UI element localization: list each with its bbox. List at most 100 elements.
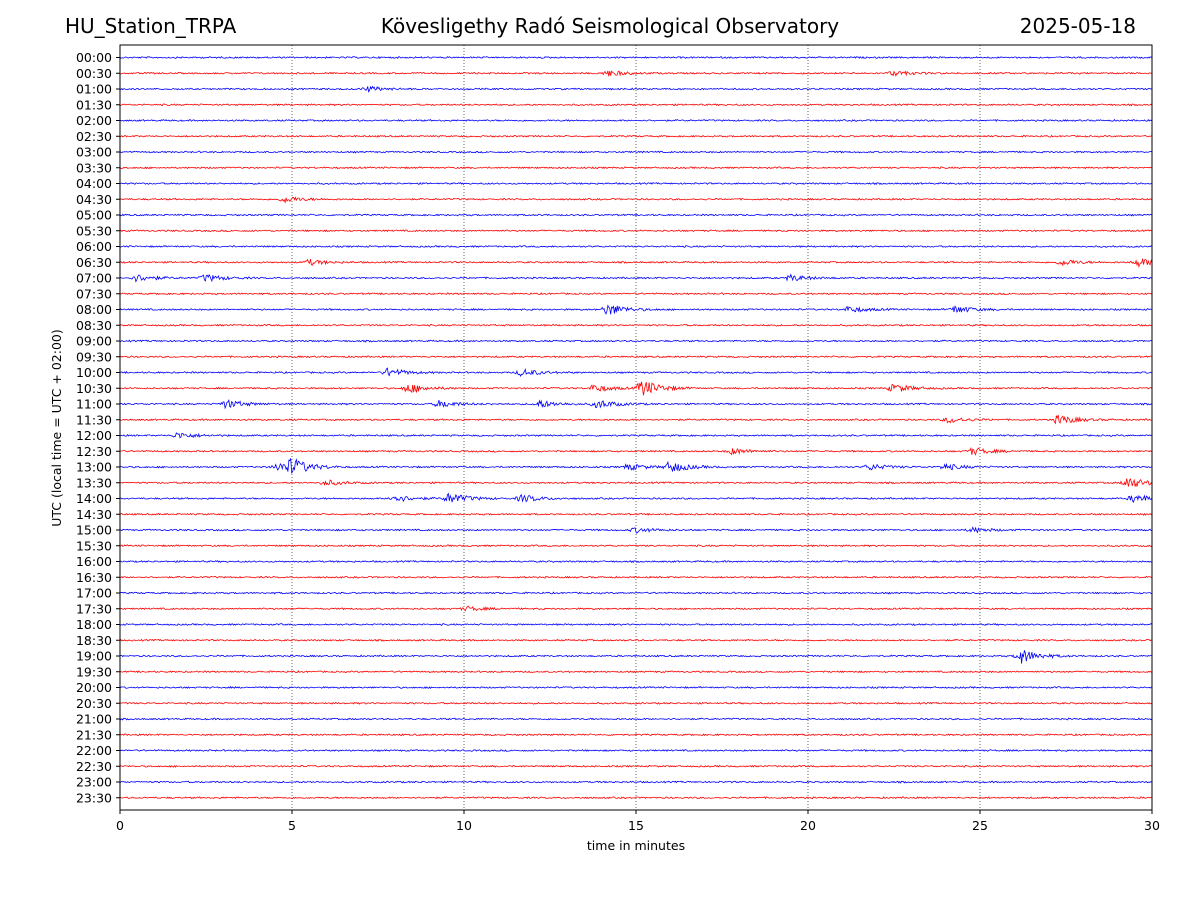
trace-0700 xyxy=(119,273,1153,283)
y-tick-label-0230: 02:30 xyxy=(76,129,112,144)
trace-2000 xyxy=(119,685,1153,689)
y-tick-label-1930: 19:30 xyxy=(76,664,112,679)
y-tick-label-0900: 09:00 xyxy=(76,334,112,349)
y-tick-label-1330: 13:30 xyxy=(76,475,112,490)
station-name: HU_Station_TRPA xyxy=(65,14,237,38)
trace-0000 xyxy=(119,55,1153,60)
trace-1000 xyxy=(119,367,1153,377)
chart-title: Kövesligethy Radó Seismological Observat… xyxy=(380,14,840,38)
y-tick-label-0330: 03:30 xyxy=(76,160,112,175)
trace-1500 xyxy=(119,526,1153,534)
y-axis-ticks: 00:0000:3001:0001:3002:0002:3003:0003:30… xyxy=(76,50,120,805)
y-tick-label-0100: 01:00 xyxy=(76,82,112,97)
trace-2330 xyxy=(119,796,1153,800)
trace-1400 xyxy=(119,492,1153,504)
y-tick-label-1100: 11:00 xyxy=(76,397,112,412)
x-tick-label-30: 30 xyxy=(1144,818,1160,833)
y-axis-label: UTC (local time = UTC + 02:00) xyxy=(49,329,64,527)
trace-1630 xyxy=(119,575,1153,579)
trace-1830 xyxy=(119,638,1153,642)
y-tick-label-1130: 11:30 xyxy=(76,412,112,427)
y-tick-label-1030: 10:30 xyxy=(76,381,112,396)
trace-1600 xyxy=(119,560,1153,564)
trace-1930 xyxy=(119,670,1153,674)
y-tick-label-0500: 05:00 xyxy=(76,208,112,223)
y-tick-label-1900: 19:00 xyxy=(76,649,112,664)
trace-0830 xyxy=(119,323,1153,327)
y-tick-label-2300: 23:00 xyxy=(76,775,112,790)
y-tick-label-1000: 10:00 xyxy=(76,365,112,380)
trace-2030 xyxy=(119,701,1153,705)
y-tick-label-0530: 05:30 xyxy=(76,223,112,238)
y-tick-label-0700: 07:00 xyxy=(76,271,112,286)
trace-1300 xyxy=(119,458,1153,474)
trace-1030 xyxy=(119,381,1153,396)
trace-0600 xyxy=(119,245,1153,249)
y-tick-label-1530: 15:30 xyxy=(76,538,112,553)
y-tick-label-1600: 16:00 xyxy=(76,554,112,569)
y-tick-label-2200: 22:00 xyxy=(76,743,112,758)
trace-2130 xyxy=(119,733,1153,737)
seismogram-traces xyxy=(119,55,1153,800)
y-tick-label-1630: 16:30 xyxy=(76,570,112,585)
y-tick-label-2330: 23:30 xyxy=(76,790,112,805)
trace-0230 xyxy=(119,134,1153,138)
trace-0800 xyxy=(119,304,1153,315)
x-tick-label-25: 25 xyxy=(972,818,988,833)
trace-1200 xyxy=(119,432,1153,439)
y-tick-label-1430: 14:30 xyxy=(76,507,112,522)
x-tick-label-5: 5 xyxy=(288,818,296,833)
y-tick-label-0830: 08:30 xyxy=(76,318,112,333)
trace-0200 xyxy=(119,118,1153,122)
trace-1800 xyxy=(119,623,1153,627)
trace-2200 xyxy=(119,748,1153,752)
trace-0130 xyxy=(119,103,1153,107)
y-tick-label-2230: 22:30 xyxy=(76,759,112,774)
trace-0930 xyxy=(119,355,1153,359)
trace-2100 xyxy=(119,717,1153,721)
x-tick-label-20: 20 xyxy=(800,818,816,833)
y-tick-label-2100: 21:00 xyxy=(76,712,112,727)
trace-0500 xyxy=(119,213,1153,217)
trace-0400 xyxy=(119,182,1153,186)
y-tick-label-0600: 06:00 xyxy=(76,239,112,254)
x-axis-ticks: 0 5 10 15 20 25 30 xyxy=(116,810,1160,833)
trace-0530 xyxy=(119,229,1153,233)
y-tick-label-0030: 00:30 xyxy=(76,66,112,81)
y-tick-label-0200: 02:00 xyxy=(76,113,112,128)
y-tick-label-0730: 07:30 xyxy=(76,286,112,301)
trace-1130 xyxy=(119,414,1153,425)
trace-2230 xyxy=(119,764,1153,768)
trace-0100 xyxy=(119,85,1153,93)
y-tick-label-0000: 00:00 xyxy=(76,50,112,65)
x-tick-label-0: 0 xyxy=(116,818,124,833)
y-tick-label-0800: 08:00 xyxy=(76,302,112,317)
x-axis-label: time in minutes xyxy=(587,838,685,853)
y-tick-label-0930: 09:30 xyxy=(76,349,112,364)
trace-1900 xyxy=(119,650,1153,664)
y-tick-label-0630: 06:30 xyxy=(76,255,112,270)
vertical-gridlines xyxy=(291,45,981,810)
y-tick-label-1830: 18:30 xyxy=(76,633,112,648)
y-tick-label-0400: 04:00 xyxy=(76,176,112,191)
trace-1100 xyxy=(119,398,1153,410)
trace-1230 xyxy=(119,446,1153,456)
x-tick-label-15: 15 xyxy=(628,818,644,833)
y-tick-label-1200: 12:00 xyxy=(76,428,112,443)
y-tick-label-1700: 17:00 xyxy=(76,586,112,601)
y-tick-label-0130: 01:30 xyxy=(76,97,112,112)
y-tick-label-2000: 20:00 xyxy=(76,680,112,695)
y-tick-label-0430: 04:30 xyxy=(76,192,112,207)
trace-1430 xyxy=(119,512,1153,516)
y-tick-label-0300: 03:00 xyxy=(76,145,112,160)
trace-0630 xyxy=(119,258,1153,268)
trace-0730 xyxy=(119,292,1153,296)
y-tick-label-1400: 14:00 xyxy=(76,491,112,506)
trace-0330 xyxy=(119,166,1153,170)
plot-frame xyxy=(119,44,1153,811)
trace-0030 xyxy=(119,70,1153,77)
y-tick-label-1500: 15:00 xyxy=(76,523,112,538)
y-tick-label-2130: 21:30 xyxy=(76,727,112,742)
trace-1530 xyxy=(119,544,1153,548)
